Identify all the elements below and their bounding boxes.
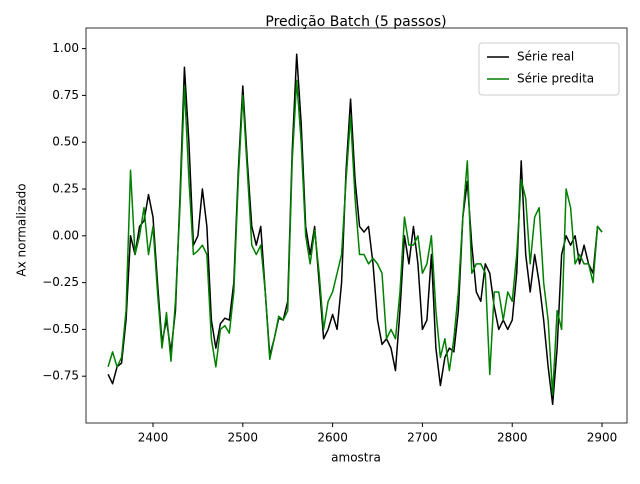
legend-label: Série predita	[517, 72, 594, 86]
chart-title: Predição Batch (5 passos)	[265, 14, 446, 30]
legend-label: Série real	[517, 50, 574, 64]
y-tick-label: −0.75	[42, 369, 79, 383]
y-tick-label: 0.50	[52, 135, 79, 149]
x-tick-label: 2500	[228, 431, 259, 445]
y-tick-label: 0.75	[52, 88, 79, 102]
legend-box	[478, 42, 620, 96]
y-tick-label: −0.50	[42, 322, 79, 336]
x-axis-label: amostra	[331, 451, 381, 465]
y-tick-label: −0.25	[42, 275, 79, 289]
y-tick-label: 0.25	[52, 181, 79, 195]
plot-frame	[85, 27, 628, 424]
y-tick-label: 1.00	[52, 41, 79, 55]
x-tick-label: 2600	[317, 431, 348, 445]
series-line	[107, 79, 603, 396]
x-tick-label: 2900	[587, 431, 618, 445]
x-tick-label: 2700	[407, 431, 438, 445]
y-tick-label: 0.00	[52, 228, 79, 242]
x-tick-label: 2400	[138, 431, 169, 445]
y-axis-label: Ax normalizado	[15, 183, 29, 276]
x-tick-label: 2800	[497, 431, 528, 445]
